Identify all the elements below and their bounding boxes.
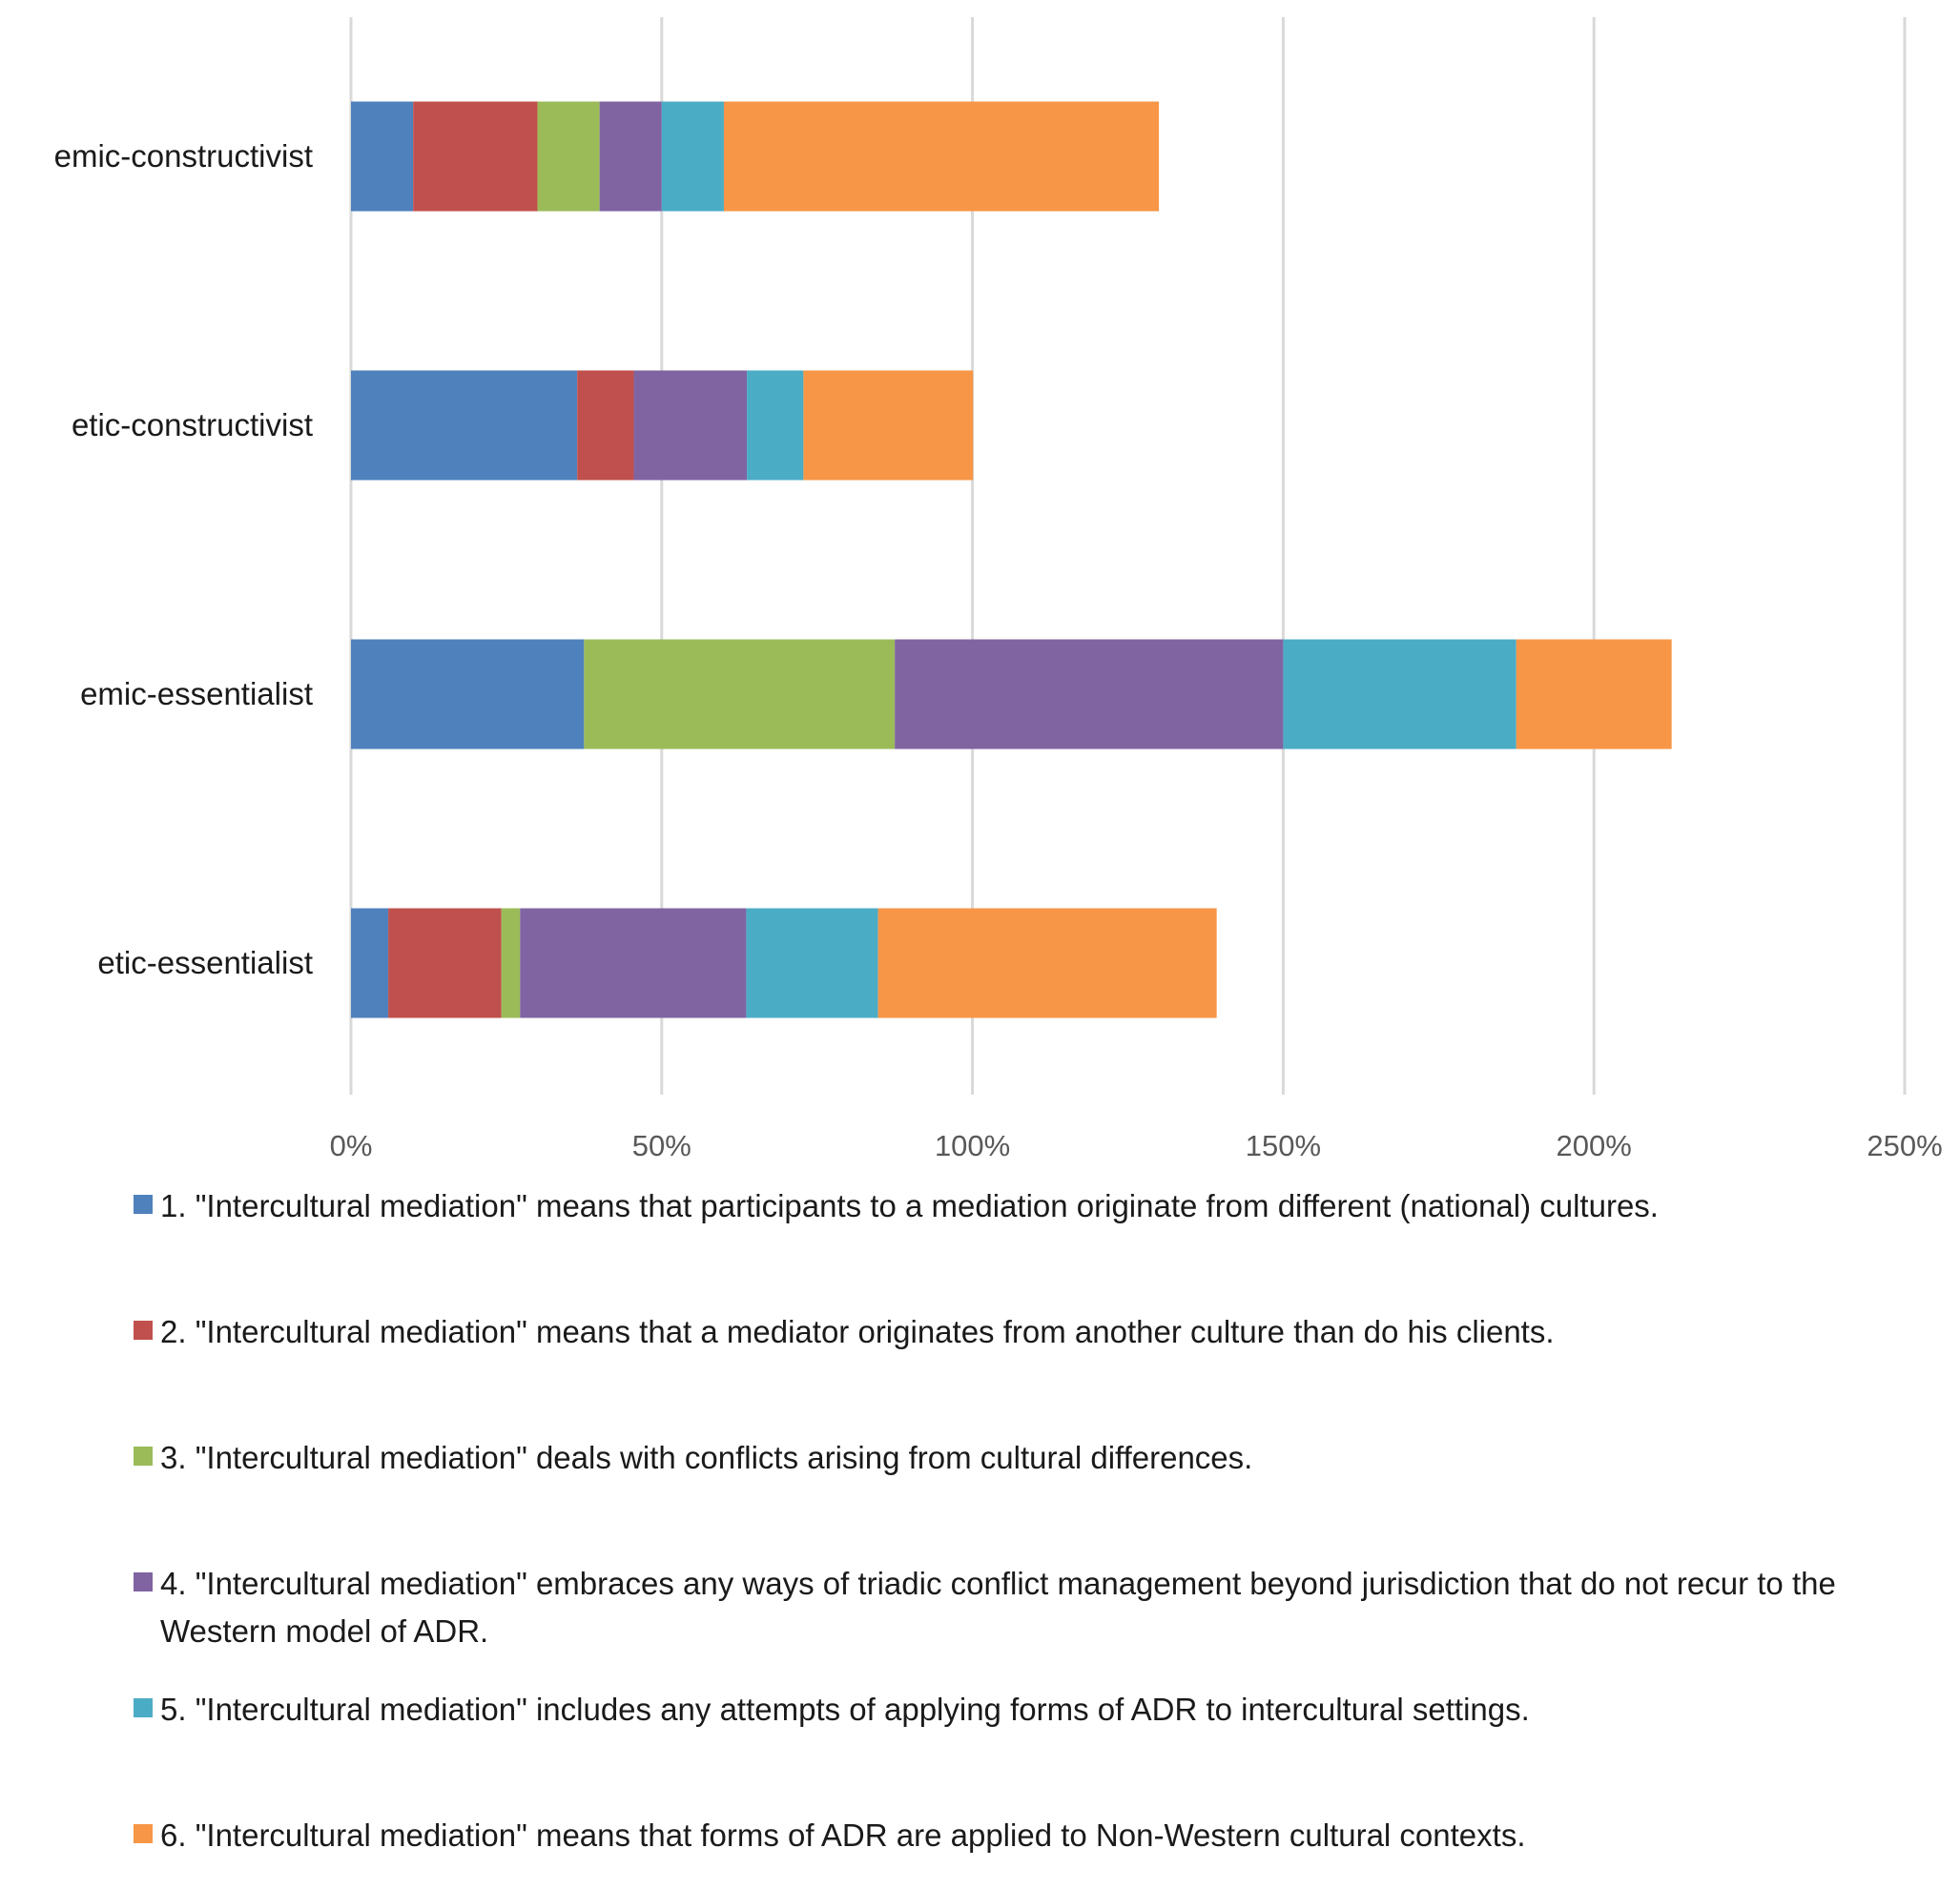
x-tick-label: 150%	[1246, 1129, 1321, 1162]
legend-swatch	[134, 1195, 153, 1214]
bar-segment	[877, 908, 1217, 1018]
x-tick-label: 100%	[935, 1129, 1010, 1162]
bar-segment	[584, 639, 896, 749]
x-tick-label: 200%	[1557, 1129, 1632, 1162]
bar-segment	[746, 908, 878, 1018]
bar-segment	[537, 101, 600, 212]
bar-segment	[388, 908, 502, 1018]
legend-item: 3. "Intercultural mediation" deals with …	[134, 1434, 1908, 1482]
bar-segment	[577, 370, 634, 481]
bar-segment	[723, 101, 1160, 212]
legend-item: 6. "Intercultural mediation" means that …	[134, 1812, 1908, 1859]
legend-label: 2. "Intercultural mediation" means that …	[160, 1314, 1555, 1349]
legend-label: 1. "Intercultural mediation" means that …	[160, 1188, 1659, 1223]
legend-item: 2. "Intercultural mediation" means that …	[134, 1308, 1908, 1356]
legend-label: 3. "Intercultural mediation" deals with …	[160, 1440, 1253, 1475]
legend-swatch	[134, 1698, 153, 1717]
x-axis-tick-labels: 0% 50% 100% 150% 200% 250%	[330, 1129, 1943, 1162]
bar-segment	[1516, 639, 1672, 749]
legend-swatch	[134, 1824, 153, 1843]
bar-segment	[351, 370, 578, 481]
legend-swatch	[134, 1447, 153, 1466]
bar-segment	[747, 370, 804, 481]
bar-segment	[413, 101, 538, 212]
bar-segment	[351, 908, 389, 1018]
category-labels: emic-constructivist etic-constructivist em…	[54, 138, 313, 980]
category-label: emic-essentialist	[80, 676, 313, 711]
legend-swatch	[134, 1572, 153, 1591]
bar-segment	[1283, 639, 1516, 749]
bar-segment	[351, 101, 414, 212]
category-label: etic-essentialist	[97, 945, 313, 980]
bar-segment	[351, 639, 585, 749]
bar-segment	[895, 639, 1284, 749]
legend-swatch	[134, 1321, 153, 1340]
category-label: emic-constructivist	[54, 138, 313, 174]
category-label: etic-constructivist	[72, 407, 313, 442]
bar-segment	[599, 101, 662, 212]
x-tick-label: 0%	[330, 1129, 373, 1162]
legend-label: 5. "Intercultural mediation" includes an…	[160, 1692, 1530, 1727]
bar-segment	[633, 370, 748, 481]
bars	[351, 101, 1672, 1018]
stacked-bar-chart: emic-constructivist etic-constructivist em…	[54, 17, 1943, 1162]
bar-segment	[520, 908, 747, 1018]
legend-label: 4. "Intercultural mediation" embraces an…	[160, 1566, 1836, 1649]
bar-segment	[501, 908, 521, 1018]
legend-item: 1. "Intercultural mediation" means that …	[134, 1182, 1908, 1230]
bar-segment	[661, 101, 724, 212]
legend-item: 5. "Intercultural mediation" includes an…	[134, 1686, 1908, 1734]
x-tick-label: 250%	[1867, 1129, 1942, 1162]
x-tick-label: 50%	[632, 1129, 691, 1162]
legend-item: 4. "Intercultural mediation" embraces an…	[134, 1560, 1908, 1655]
legend-label: 6. "Intercultural mediation" means that …	[160, 1817, 1526, 1853]
bar-segment	[803, 370, 974, 481]
